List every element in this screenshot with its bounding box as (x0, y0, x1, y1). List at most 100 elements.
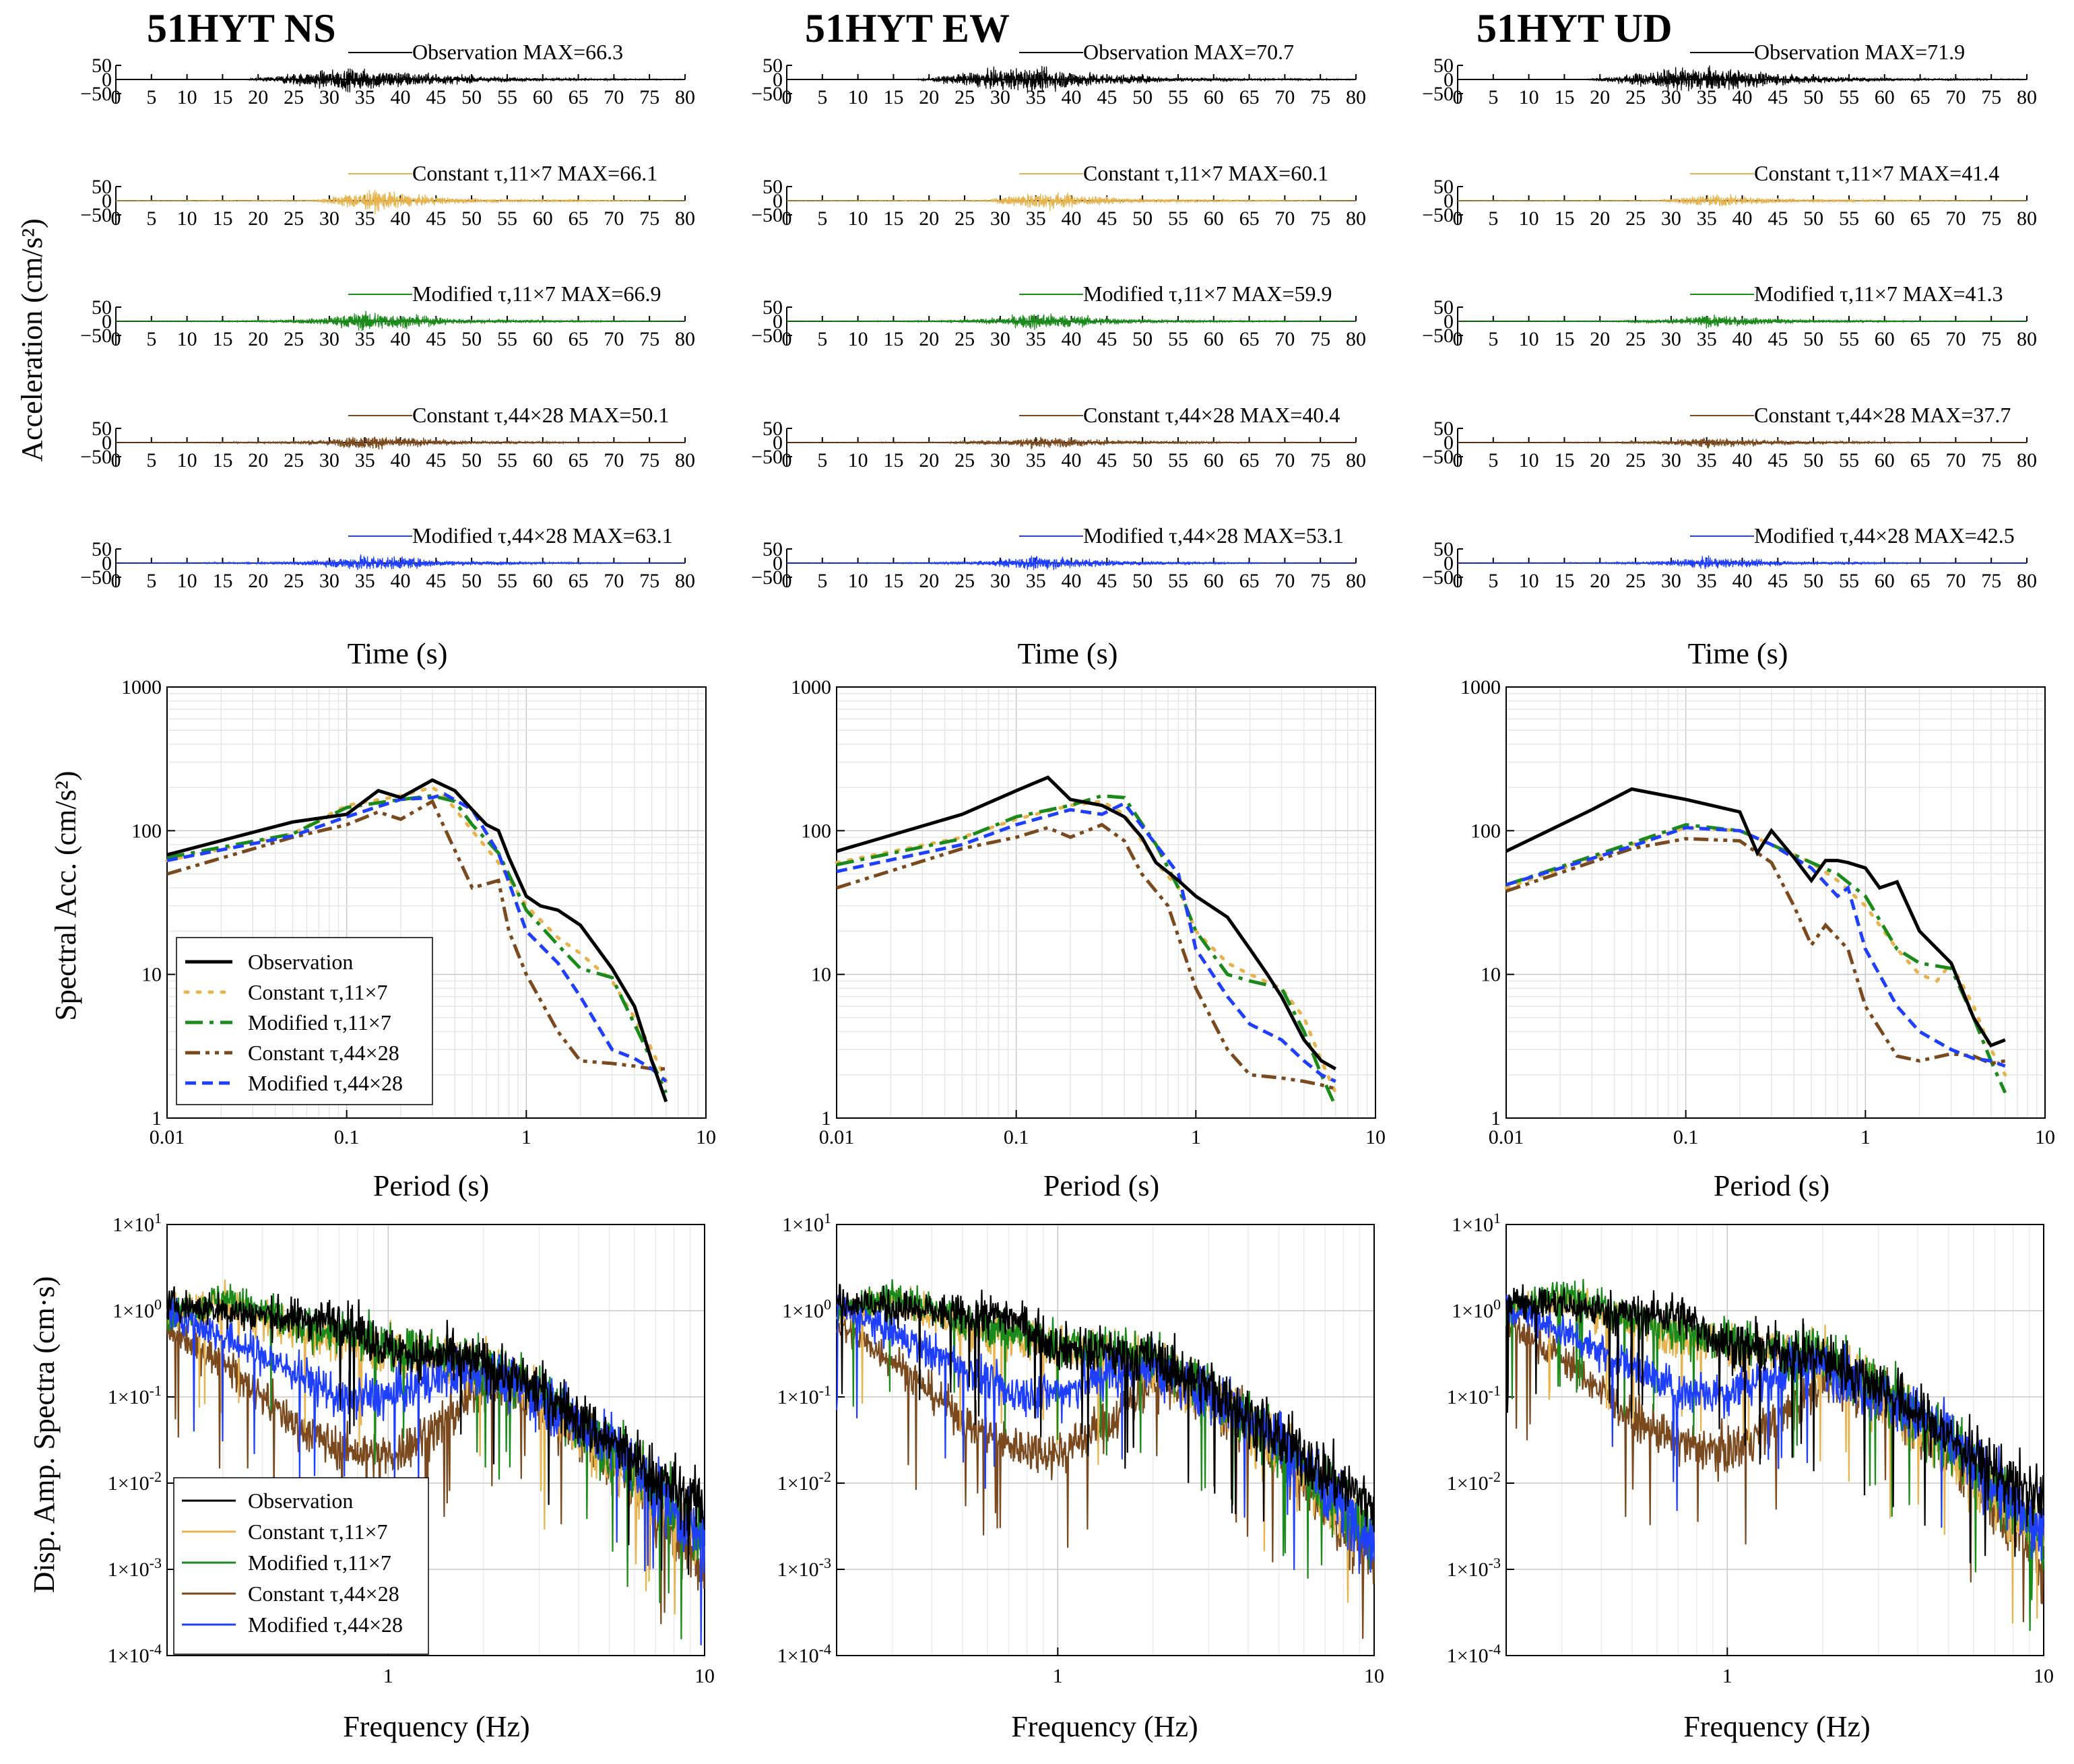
fas-ytick-label: 1×10-4 (108, 1641, 162, 1667)
accel-xtick-label: 65 (1239, 328, 1260, 350)
frequency-xlabel-ud: Frequency (Hz) (1683, 1710, 1870, 1743)
accel-xtick-label: 45 (1097, 449, 1117, 471)
accel-xtick-label: 40 (1062, 570, 1082, 592)
fas-ytick-label: 1×10-2 (1447, 1468, 1501, 1495)
accel-xtick-label: 20 (919, 449, 939, 471)
accel-ytick-label: 50 (1433, 538, 1454, 560)
sa-series-line (836, 822, 1336, 1090)
sa-ytick-label: 10 (141, 964, 162, 986)
fas-ytick-label: 1×10-2 (108, 1468, 162, 1495)
accel-xtick-label: 10 (1519, 207, 1539, 230)
accel-xtick-label: 70 (1945, 207, 1966, 230)
accel-xtick-label: 60 (1875, 86, 1895, 108)
fas-xtick-label: 10 (1364, 1665, 1384, 1687)
accel-xtick-label: 50 (1132, 449, 1153, 471)
sa-series-line (836, 801, 1336, 1083)
accel-xtick-label: 50 (1803, 207, 1823, 230)
accel-max-annotation: Observation MAX=71.9 (1754, 40, 1965, 64)
accel-xtick-label: 70 (1274, 449, 1295, 471)
fas-ytick-label: 1×10-4 (1447, 1641, 1501, 1667)
accel-xtick-label: 70 (1274, 570, 1295, 592)
accel-xtick-label: 75 (1310, 570, 1330, 592)
fas-xtick-label: 1 (383, 1665, 393, 1687)
accel-xtick-label: 35 (1026, 570, 1046, 592)
fas-ytick-label: 1×100 (112, 1296, 162, 1322)
accel-xtick-label: 60 (1204, 207, 1224, 230)
accel-xtick-label: 80 (1346, 449, 1366, 471)
sa-frame (836, 686, 1376, 1119)
accel-xtick-label: 30 (990, 328, 1010, 350)
accel-ytick-label: 0 (102, 190, 112, 212)
accel-xtick-label: 25 (954, 207, 975, 230)
accel-xtick-label: 45 (1768, 328, 1788, 350)
accel-xtick-label: 20 (248, 328, 268, 350)
accel-xtick-label: 45 (1097, 207, 1117, 230)
spectral-acc-panel: 0.01 0.1 1 10 1 10 100 1000 (791, 676, 1386, 1148)
accel-xtick-label: 10 (848, 449, 868, 471)
accel-xtick-label: 65 (1239, 207, 1260, 230)
accel-ytick-label: −50 (751, 204, 783, 226)
spectral-acc-panel: 0.01 0.1 1 10 1 10 100 1000 (1460, 676, 2055, 1148)
accel-xtick-label: 75 (1981, 86, 2001, 108)
accel-xtick-label: 40 (1732, 570, 1753, 592)
accel-ytick-label: 0 (773, 432, 783, 454)
accel-xtick-label: 15 (883, 449, 903, 471)
accel-max-annotation: Modified τ,11×7 MAX=41.3 (1754, 282, 2003, 306)
accel-xtick-label: 70 (1274, 328, 1295, 350)
accel-xtick-label: 50 (1803, 570, 1823, 592)
accel-max-annotation: Observation MAX=66.3 (412, 40, 623, 64)
accel-xtick-label: 70 (604, 86, 624, 108)
accel-xtick-label: 10 (848, 86, 868, 108)
accel-xtick-label: 80 (1346, 328, 1366, 350)
sa-legend-label: Constant τ,44×28 (248, 1041, 399, 1065)
accel-ytick-label: 0 (1444, 432, 1454, 454)
accel-xtick-label: 65 (1910, 328, 1931, 350)
accel-xtick-label: 75 (1310, 449, 1330, 471)
fas-ytick-label: 1×10-1 (108, 1382, 162, 1408)
accel-xtick-label: 15 (212, 86, 232, 108)
accel-xtick-label: 80 (2017, 449, 2037, 471)
accel-xtick-label: 20 (919, 207, 939, 230)
accel-xtick-label: 60 (1204, 570, 1224, 592)
accel-xtick-label: 30 (319, 570, 339, 592)
sa-legend-box (176, 937, 433, 1105)
accel-xtick-label: 15 (1554, 207, 1574, 230)
accel-xtick-label: 15 (883, 86, 903, 108)
accel-ytick-label: −50 (1422, 446, 1454, 468)
sa-ytick-label: 100 (1470, 820, 1501, 842)
accel-xtick-label: 75 (1310, 328, 1330, 350)
accel-xtick-label: 65 (569, 449, 589, 471)
accel-xtick-label: 55 (1839, 570, 1859, 592)
sa-series-line (166, 793, 668, 1094)
sa-legend-label: Modified τ,11×7 (248, 1010, 391, 1035)
accel-xtick-label: 80 (2017, 86, 2037, 108)
accel-xtick-label: 10 (1519, 328, 1539, 350)
accel-max-annotation: Modified τ,44×28 MAX=63.1 (412, 523, 673, 548)
accel-waveform (116, 554, 685, 570)
accel-xtick-label: 55 (1839, 328, 1859, 350)
accel-xtick-label: 20 (919, 570, 939, 592)
accel-xtick-label: 5 (817, 207, 827, 230)
fas-ytick-label: 1×100 (782, 1296, 831, 1322)
accel-xtick-label: 55 (497, 449, 517, 471)
accel-xtick-label: 35 (355, 86, 375, 108)
sa-xtick-label: 10 (2035, 1126, 2055, 1148)
accel-xtick-label: 0 (111, 328, 121, 350)
accel-xtick-label: 65 (1910, 449, 1931, 471)
accel-xtick-label: 40 (391, 86, 411, 108)
accel-xtick-label: 30 (990, 449, 1010, 471)
accel-xtick-label: 60 (1875, 570, 1895, 592)
accel-xtick-label: 75 (639, 207, 659, 230)
sa-legend-label: Constant τ,11×7 (248, 980, 388, 1004)
accel-xtick-label: 60 (533, 570, 553, 592)
accel-ytick-label: −50 (1422, 325, 1454, 347)
accel-xtick-label: 70 (1945, 328, 1966, 350)
sa-xtick-label: 0.1 (1004, 1126, 1029, 1148)
accel-xtick-label: 5 (1488, 86, 1498, 108)
accel-xtick-label: 80 (2017, 570, 2037, 592)
accel-xtick-label: 0 (111, 570, 121, 592)
accel-ytick-label: 50 (92, 418, 112, 440)
fas-legend-label: Modified τ,11×7 (248, 1550, 391, 1575)
